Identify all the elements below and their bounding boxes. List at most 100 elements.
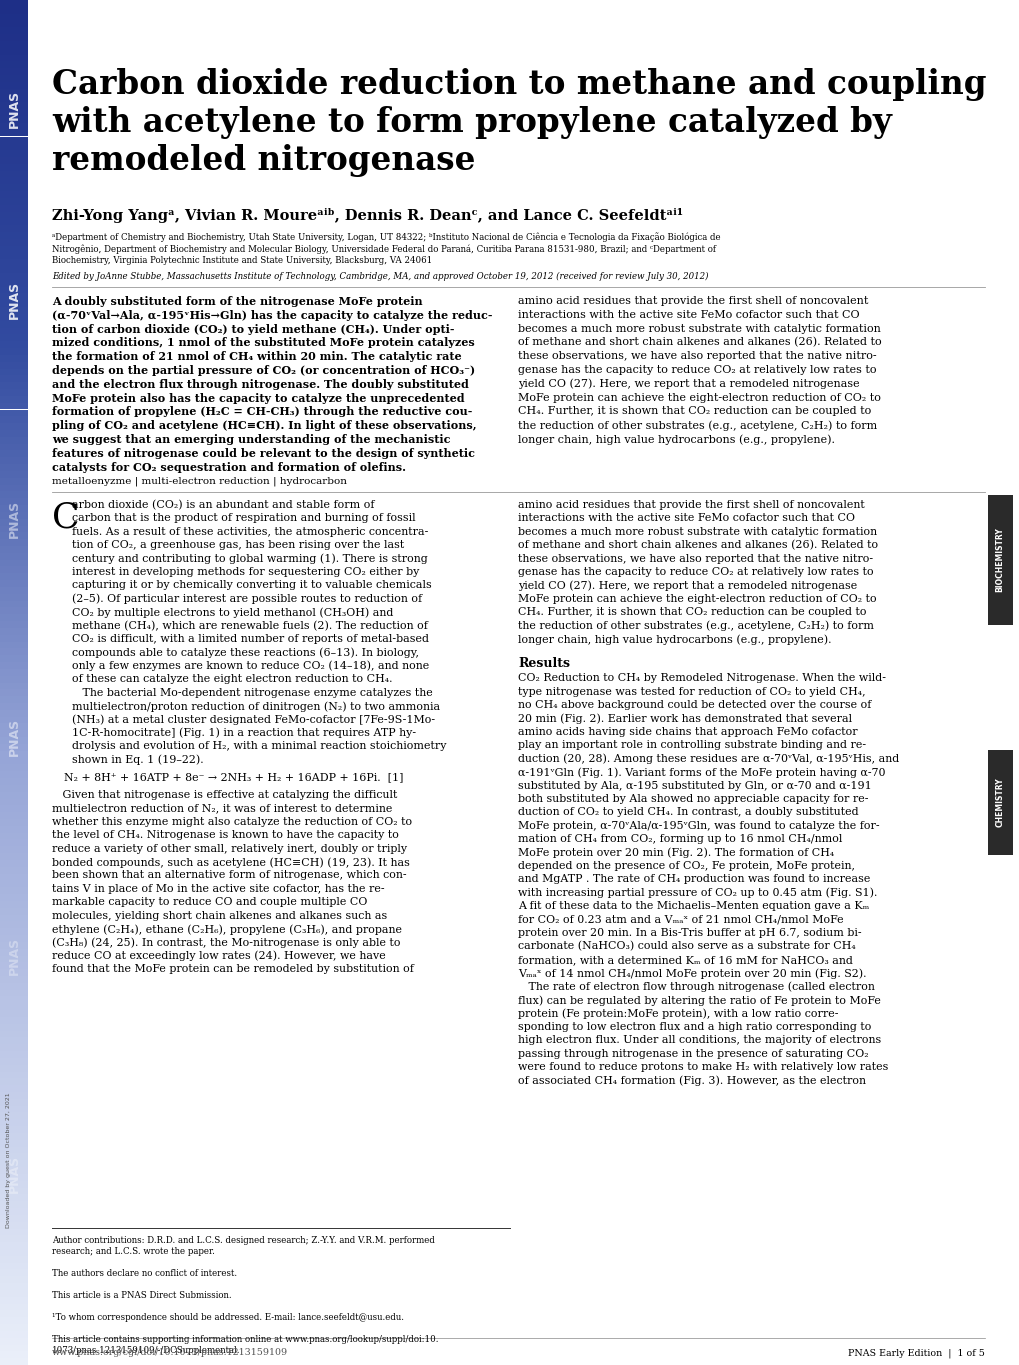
Bar <box>0 1099 28 1106</box>
Text: CO₂ is difficult, with a limited number of reports of metal-based: CO₂ is difficult, with a limited number … <box>72 633 429 644</box>
Bar <box>0 55 28 61</box>
Bar <box>0 1010 28 1017</box>
Text: CO₂ Reduction to CH₄ by Remodeled Nitrogenase. When the wild-: CO₂ Reduction to CH₄ by Remodeled Nitrog… <box>518 673 886 684</box>
Text: becomes a much more robust substrate with catalytic formation: becomes a much more robust substrate wit… <box>518 324 880 333</box>
Text: Vₘₐˣ of 14 nmol CH₄/nmol MoFe protein over 20 min (Fig. S2).: Vₘₐˣ of 14 nmol CH₄/nmol MoFe protein ov… <box>518 968 866 979</box>
Bar <box>0 75 28 82</box>
Bar <box>0 48 28 55</box>
Bar <box>0 423 28 430</box>
Bar <box>0 41 28 48</box>
Bar <box>0 27 28 34</box>
Bar <box>0 1215 28 1222</box>
Bar <box>0 1297 28 1304</box>
Bar <box>0 839 28 846</box>
Text: were found to reduce protons to make H₂ with relatively low rates: were found to reduce protons to make H₂ … <box>518 1062 888 1072</box>
Text: the reduction of other substrates (e.g., acetylene, C₂H₂) to form: the reduction of other substrates (e.g.,… <box>518 621 873 631</box>
Text: mation of CH₄ from CO₂, forming up to 16 nmol CH₄/nmol: mation of CH₄ from CO₂, forming up to 16… <box>518 834 842 844</box>
Text: arbon dioxide (CO₂) is an abundant and stable form of: arbon dioxide (CO₂) is an abundant and s… <box>72 500 374 511</box>
Bar <box>0 1201 28 1208</box>
Text: Results: Results <box>518 658 570 670</box>
Text: The authors declare no conflict of interest.: The authors declare no conflict of inter… <box>52 1269 236 1278</box>
Text: ethylene (C₂H₄), ethane (C₂H₆), propylene (C₃H₆), and propane: ethylene (C₂H₄), ethane (C₂H₆), propylen… <box>52 924 401 935</box>
Bar <box>0 232 28 239</box>
Bar <box>0 901 28 908</box>
Bar <box>0 1317 28 1324</box>
Text: Nitrogênio, Department of Biochemistry and Molecular Biology, Universidade Feder: Nitrogênio, Department of Biochemistry a… <box>52 244 715 254</box>
Bar <box>0 143 28 150</box>
Bar <box>0 116 28 123</box>
Text: with increasing partial pressure of CO₂ up to 0.45 atm (Fig. S1).: with increasing partial pressure of CO₂ … <box>518 887 876 898</box>
Text: protein (Fe protein:MoFe protein), with a low ratio corre-: protein (Fe protein:MoFe protein), with … <box>518 1009 838 1018</box>
Bar <box>0 580 28 587</box>
Text: with acetylene to form propylene catalyzed by: with acetylene to form propylene catalyz… <box>52 106 891 139</box>
Text: tion of carbon dioxide (CO₂) to yield methane (CH₄). Under opti-: tion of carbon dioxide (CO₂) to yield me… <box>52 324 454 334</box>
Text: depends on the partial pressure of CO₂ (or concentration of HCO₃⁻): depends on the partial pressure of CO₂ (… <box>52 364 475 375</box>
Text: molecules, yielding short chain alkenes and alkanes such as: molecules, yielding short chain alkenes … <box>52 910 387 920</box>
Bar <box>0 157 28 164</box>
Bar <box>0 717 28 723</box>
Bar <box>0 758 28 764</box>
Bar <box>0 1106 28 1112</box>
Text: methane (CH₄), which are renewable fuels (2). The reduction of: methane (CH₄), which are renewable fuels… <box>72 621 427 631</box>
Text: been shown that an alternative form of nitrogenase, which con-: been shown that an alternative form of n… <box>52 871 407 880</box>
Text: multielectron reduction of N₂, it was of interest to determine: multielectron reduction of N₂, it was of… <box>52 804 392 814</box>
Bar <box>0 341 28 348</box>
Text: Biochemistry, Virginia Polytechnic Institute and State University, Blacksburg, V: Biochemistry, Virginia Polytechnic Insti… <box>52 257 432 265</box>
Bar <box>0 471 28 478</box>
Bar <box>0 184 28 191</box>
Text: of methane and short chain alkenes and alkanes (26). Related to: of methane and short chain alkenes and a… <box>518 541 877 550</box>
Bar <box>0 450 28 457</box>
Bar <box>0 246 28 253</box>
Bar <box>0 512 28 519</box>
Text: substituted by Ala, α-195 substituted by Gln, or α-70 and α-191: substituted by Ala, α-195 substituted by… <box>518 781 871 790</box>
Bar <box>0 485 28 491</box>
Text: whether this enzyme might also catalyze the reduction of CO₂ to: whether this enzyme might also catalyze … <box>52 816 412 827</box>
Bar <box>0 710 28 717</box>
Bar <box>0 519 28 526</box>
Text: both substituted by Ala showed no appreciable capacity for re-: both substituted by Ala showed no apprec… <box>518 794 867 804</box>
Bar <box>0 334 28 341</box>
Bar <box>987 495 1012 625</box>
Bar <box>0 553 28 560</box>
Bar <box>0 34 28 41</box>
Text: shown in Eq. 1 (19–22).: shown in Eq. 1 (19–22). <box>72 755 204 766</box>
Bar <box>0 314 28 321</box>
Bar <box>0 1160 28 1167</box>
Bar <box>0 1092 28 1099</box>
Text: features of nitrogenase could be relevant to the design of synthetic: features of nitrogenase could be relevan… <box>52 448 475 459</box>
Bar <box>0 457 28 464</box>
Text: The bacterial Mo-dependent nitrogenase enzyme catalyzes the: The bacterial Mo-dependent nitrogenase e… <box>72 688 432 698</box>
Text: depended on the presence of CO₂, Fe protein, MoFe protein,: depended on the presence of CO₂, Fe prot… <box>518 861 854 871</box>
Bar <box>0 191 28 198</box>
Bar <box>0 0 28 7</box>
Text: protein over 20 min. In a Bis-Tris buffer at pH 6.7, sodium bi-: protein over 20 min. In a Bis-Tris buffe… <box>518 928 861 938</box>
Text: longer chain, high value hydrocarbons (e.g., propylene).: longer chain, high value hydrocarbons (e… <box>518 633 830 644</box>
Bar <box>0 723 28 730</box>
Bar <box>0 416 28 423</box>
Bar <box>0 1345 28 1351</box>
Text: C: C <box>52 500 79 534</box>
Text: the level of CH₄. Nitrogenase is known to have the capacity to: the level of CH₄. Nitrogenase is known t… <box>52 830 398 841</box>
Bar <box>0 389 28 396</box>
Bar <box>0 1044 28 1051</box>
Bar <box>0 1051 28 1058</box>
Text: The rate of electron flow through nitrogenase (called electron: The rate of electron flow through nitrog… <box>518 981 874 992</box>
Text: PNAS Early Edition  |  1 of 5: PNAS Early Edition | 1 of 5 <box>847 1349 984 1358</box>
Text: amino acid residues that provide the first shell of noncovalent: amino acid residues that provide the fir… <box>518 500 864 511</box>
Text: of these can catalyze the eight electron reduction to CH₄.: of these can catalyze the eight electron… <box>72 674 392 684</box>
Bar <box>0 928 28 935</box>
Text: sponding to low electron flux and a high ratio corresponding to: sponding to low electron flux and a high… <box>518 1022 870 1032</box>
Bar <box>0 89 28 96</box>
Bar <box>0 1174 28 1181</box>
Bar <box>0 1194 28 1201</box>
Text: tion of CO₂, a greenhouse gas, has been rising over the last: tion of CO₂, a greenhouse gas, has been … <box>72 541 404 550</box>
Text: genase has the capacity to reduce CO₂ at relatively low rates to: genase has the capacity to reduce CO₂ at… <box>518 566 872 577</box>
Bar <box>0 20 28 27</box>
Bar <box>0 1269 28 1276</box>
Text: 1C-R-homocitrate] (Fig. 1) in a reaction that requires ATP hy-: 1C-R-homocitrate] (Fig. 1) in a reaction… <box>72 728 416 738</box>
Text: bonded compounds, such as acetylene (HC≡CH) (19, 23). It has: bonded compounds, such as acetylene (HC≡… <box>52 857 410 868</box>
Bar <box>0 921 28 928</box>
Text: PNAS: PNAS <box>7 90 20 128</box>
Text: only a few enzymes are known to reduce CO₂ (14–18), and none: only a few enzymes are known to reduce C… <box>72 661 429 672</box>
Bar <box>0 1167 28 1174</box>
